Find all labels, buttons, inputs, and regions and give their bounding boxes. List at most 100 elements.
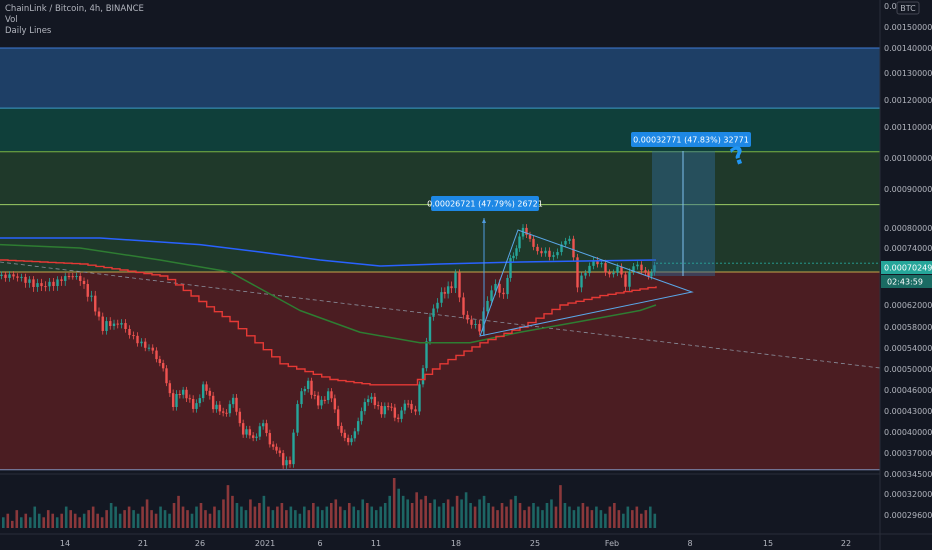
currency-badge-label: BTC — [900, 4, 916, 13]
candle-body — [346, 437, 350, 443]
candle-body — [380, 405, 383, 415]
candle-body — [285, 460, 288, 466]
volume-bar — [69, 510, 72, 528]
candle-body — [271, 444, 275, 447]
candle-body — [188, 398, 192, 400]
volume-bar — [514, 495, 517, 528]
symbol-title[interactable]: ChainLink / Bitcoin, 4h, BINANCE — [5, 4, 144, 14]
candle-body — [241, 423, 245, 435]
candle-body — [320, 399, 323, 406]
volume-bar — [289, 506, 293, 528]
currency-badge — [896, 1, 920, 15]
candle-body — [211, 395, 215, 410]
volume-bar — [231, 495, 234, 528]
volume-bar — [536, 506, 540, 528]
volume-bar — [419, 499, 423, 528]
candle-body — [231, 397, 235, 405]
volume-bar — [347, 503, 351, 528]
candle-body — [205, 384, 208, 391]
candle-body — [600, 263, 603, 265]
y-tick-label: 0.00074000 — [884, 244, 932, 253]
volume-bar — [235, 503, 239, 528]
volume-bar — [127, 506, 131, 528]
volume-bar — [159, 506, 162, 528]
candle-body — [28, 279, 31, 283]
candle-body — [313, 394, 317, 396]
volume-bar — [352, 506, 356, 528]
volume-bar — [42, 517, 46, 528]
volume-bar — [604, 513, 607, 528]
x-tick-label: 18 — [451, 539, 461, 548]
candle-body — [532, 238, 535, 247]
volume-bar — [249, 499, 252, 528]
candle-body — [147, 347, 151, 349]
candle-body — [235, 397, 238, 412]
volume-bar — [60, 513, 64, 528]
volume-bar — [109, 503, 113, 528]
volume-bar — [343, 510, 347, 528]
volume-bar — [424, 495, 427, 528]
volume-bar — [415, 492, 418, 528]
volume-bar — [545, 503, 549, 528]
candle-body — [105, 321, 108, 331]
volume-bar — [649, 506, 652, 528]
volume-bar — [321, 510, 324, 528]
volume-bar — [46, 510, 50, 528]
candle-body — [396, 417, 400, 419]
candle-body — [466, 314, 469, 320]
candle-body — [343, 432, 347, 438]
candle-body — [79, 276, 82, 281]
candle-body — [644, 270, 647, 273]
candle-body — [440, 292, 443, 303]
volume-bar — [285, 510, 288, 528]
candle-body — [268, 433, 272, 445]
y-tick-label: 0.00050000 — [884, 365, 932, 374]
volume-bar — [240, 506, 243, 528]
candle-body — [616, 266, 619, 273]
volume-bar — [613, 503, 616, 528]
y-tick-label: 0.00029600 — [884, 511, 932, 520]
volume-bar — [568, 506, 571, 528]
volume-bar — [653, 513, 657, 528]
candle-body — [458, 272, 461, 298]
volume-bar — [244, 510, 248, 528]
candle-body — [82, 280, 86, 285]
candle-body — [4, 274, 7, 278]
candle-body — [490, 290, 493, 301]
chart-legend: ChainLink / Bitcoin, 4h, BINANCE Vol Dai… — [5, 4, 144, 37]
candle-body — [258, 426, 262, 437]
candle-body — [584, 273, 587, 276]
candle-body — [32, 279, 35, 288]
volume-bar — [433, 499, 436, 528]
indicator-daily-lines[interactable]: Daily Lines — [5, 26, 52, 36]
candle-body — [544, 250, 547, 254]
candle-body — [478, 323, 481, 332]
candle-body — [624, 274, 627, 287]
candle-body — [406, 403, 410, 405]
current-price-label: 0.00070249 — [884, 264, 932, 273]
x-tick-label: 15 — [763, 539, 773, 548]
candle-body — [421, 368, 425, 385]
moving-average-green — [0, 243, 657, 344]
volume-bar — [136, 513, 140, 528]
indicator-vol[interactable]: Vol — [5, 15, 18, 25]
candle-body — [67, 276, 71, 278]
volume-bar — [271, 510, 275, 528]
candle-body — [316, 395, 320, 406]
triangle-pattern — [479, 229, 694, 337]
candle-body — [443, 292, 447, 294]
x-tick-label: 22 — [841, 539, 851, 548]
x-tick-label: 25 — [530, 539, 540, 548]
volume-bar — [100, 517, 104, 528]
volume-bar — [509, 499, 513, 528]
volume-bar — [15, 510, 19, 528]
volume-bar — [186, 510, 189, 528]
volume-bar — [55, 517, 59, 528]
volume-bar — [181, 506, 185, 528]
volume-bar — [581, 503, 585, 528]
candle-body — [506, 277, 509, 295]
candle-body — [60, 279, 63, 281]
volume-bar — [487, 503, 490, 528]
volume-bar — [298, 513, 302, 528]
